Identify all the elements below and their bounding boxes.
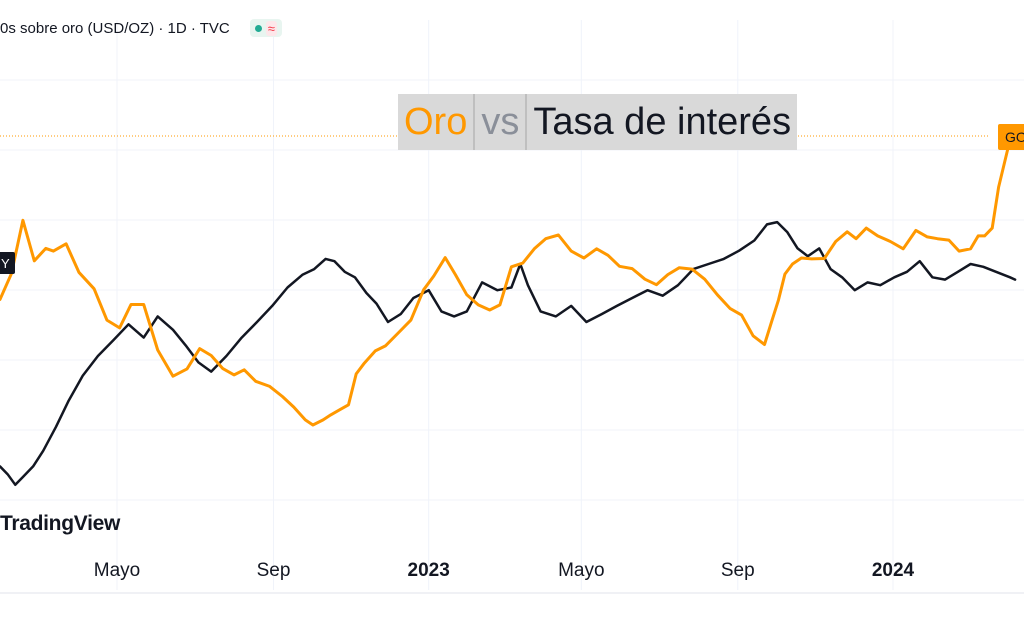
title-oro: Oro [398, 94, 474, 150]
x-tick-label: Mayo [94, 560, 140, 581]
x-tick-label: Sep [721, 560, 755, 581]
rate-series-line [0, 220, 1017, 487]
x-tick-label: Sep [257, 560, 291, 581]
tradingview-watermark[interactable]: TradingView [0, 512, 121, 535]
wave-icon: ≈ [265, 20, 277, 36]
title-tasa: Tasa de interés [527, 94, 798, 150]
x-tick-label: 2023 [408, 560, 450, 581]
gold-price-label: GO [998, 124, 1024, 150]
legend-symbol-text: 0s sobre oro (USD/OZ) · 1D · TVC [0, 19, 230, 37]
gold-series-line [0, 133, 1017, 427]
rate-price-label: Y [0, 252, 15, 274]
chart-title-overlay: Oro vs Tasa de interés [398, 94, 798, 150]
chart-legend[interactable]: 0s sobre oro (USD/OZ) · 1D · TVC ≈ [0, 18, 282, 38]
legend-status-badge[interactable]: ≈ [249, 19, 282, 37]
x-axis-ticks: Mayo Sep 2023 Mayo Sep 2024 [94, 560, 915, 581]
x-tick-label: Mayo [558, 560, 604, 581]
x-tick-label: 2024 [872, 560, 915, 581]
chart-series [0, 128, 1022, 487]
market-open-dot-icon [254, 24, 262, 32]
title-vs: vs [473, 94, 528, 150]
